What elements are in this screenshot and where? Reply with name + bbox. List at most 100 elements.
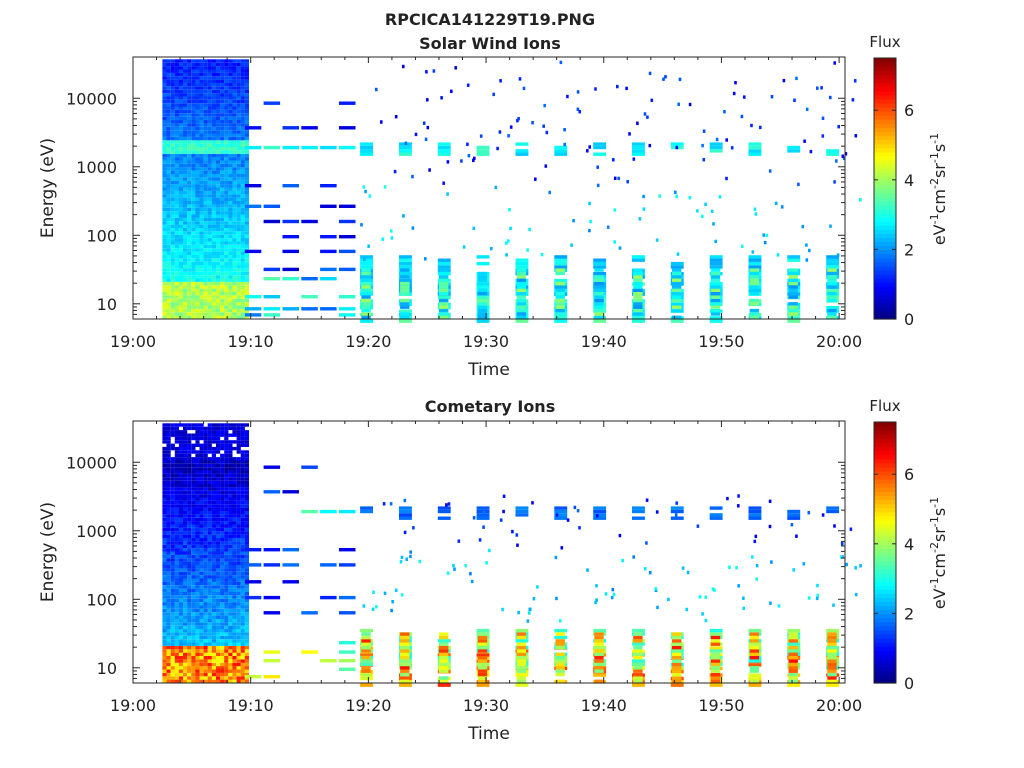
colorbar-segment bbox=[874, 564, 896, 570]
heat-cell bbox=[555, 652, 565, 656]
heat-cell bbox=[211, 278, 216, 282]
heat-cell bbox=[749, 285, 760, 289]
heat-cell bbox=[199, 575, 204, 579]
heat-cell bbox=[709, 646, 723, 650]
heat-cell bbox=[224, 153, 229, 158]
heat-cell bbox=[191, 511, 196, 515]
heat-cell bbox=[183, 430, 188, 434]
heat-cell bbox=[216, 433, 221, 437]
heat-cell bbox=[162, 147, 167, 151]
heat-cell bbox=[220, 116, 225, 121]
heat-cell bbox=[240, 116, 245, 121]
heat-cell bbox=[725, 176, 728, 181]
heat-cell bbox=[240, 217, 245, 222]
heat-cell bbox=[768, 499, 772, 503]
heat-cell bbox=[516, 676, 527, 680]
heat-cell bbox=[174, 679, 179, 683]
heat-cell bbox=[199, 106, 204, 110]
colorbar-segment bbox=[874, 164, 896, 169]
heat-cell bbox=[224, 605, 229, 609]
heat-cell bbox=[211, 116, 216, 121]
heat-cell bbox=[216, 150, 221, 154]
heat-cell bbox=[183, 244, 188, 249]
heat-cell bbox=[216, 241, 221, 245]
heat-cell bbox=[244, 140, 249, 144]
colorbar-segment bbox=[874, 458, 896, 464]
heat-cell bbox=[207, 271, 212, 276]
heat-cell bbox=[178, 288, 184, 292]
heat-cell bbox=[228, 457, 233, 461]
heat-cell bbox=[220, 170, 225, 174]
heat-cell bbox=[244, 642, 249, 646]
heat-cell bbox=[187, 571, 192, 576]
heat-cell bbox=[232, 120, 237, 124]
heat-cell bbox=[195, 426, 200, 431]
heat-cell bbox=[232, 534, 237, 538]
heat-cell bbox=[829, 224, 832, 228]
heat-cell bbox=[187, 473, 192, 478]
heat-cell bbox=[236, 548, 241, 552]
heat-cell bbox=[244, 69, 249, 73]
heat-cell bbox=[191, 96, 196, 100]
heat-cell bbox=[207, 96, 212, 100]
heat-cell bbox=[595, 598, 598, 602]
heat-cell bbox=[191, 147, 196, 151]
heat-cell bbox=[216, 214, 221, 218]
heat-cell bbox=[734, 81, 737, 85]
heat-cell bbox=[187, 109, 192, 114]
heat-cell bbox=[224, 443, 229, 447]
heat-cell bbox=[195, 521, 200, 525]
heat-cell bbox=[216, 187, 221, 191]
heat-cell bbox=[191, 76, 196, 80]
heat-cell bbox=[320, 277, 337, 281]
heat-cell bbox=[400, 635, 410, 640]
heat-cell bbox=[808, 248, 811, 253]
heat-cell bbox=[191, 470, 196, 474]
heat-cell bbox=[232, 194, 237, 198]
heat-cell bbox=[174, 605, 179, 609]
heat-cell bbox=[183, 305, 188, 309]
heat-cell bbox=[244, 618, 249, 623]
heat-cell bbox=[183, 194, 188, 198]
heat-cell bbox=[199, 231, 204, 235]
heat-cell bbox=[216, 585, 221, 589]
heat-cell bbox=[224, 241, 229, 245]
heat-cell bbox=[244, 669, 249, 673]
heat-cell bbox=[216, 602, 221, 606]
heat-cell bbox=[174, 612, 179, 616]
heat-cell bbox=[207, 446, 212, 451]
heat-cell bbox=[442, 181, 445, 185]
colorbar-segment bbox=[874, 629, 896, 635]
heat-cell bbox=[232, 234, 237, 239]
heat-cell bbox=[593, 645, 607, 650]
heat-cell bbox=[207, 450, 212, 454]
heat-cell bbox=[244, 109, 249, 114]
heat-cell bbox=[195, 632, 200, 636]
heat-cell bbox=[162, 605, 167, 609]
heat-cell bbox=[174, 271, 179, 276]
heat-cell bbox=[220, 174, 225, 178]
heat-cell bbox=[216, 473, 221, 478]
heat-cell bbox=[187, 534, 192, 538]
heat-cell bbox=[220, 541, 225, 545]
heat-cell bbox=[228, 66, 233, 70]
heat-cell bbox=[216, 69, 221, 73]
heat-cell bbox=[545, 130, 549, 135]
heat-cell bbox=[203, 116, 208, 121]
heat-cell bbox=[244, 130, 249, 134]
heat-cell bbox=[751, 250, 755, 254]
heat-cell bbox=[224, 467, 229, 471]
heat-cell bbox=[183, 295, 188, 299]
heat-cell bbox=[216, 423, 221, 427]
heat-cell bbox=[183, 184, 188, 188]
x-tick-label: 19:00 bbox=[110, 696, 156, 715]
heat-cell bbox=[220, 591, 225, 596]
heat-cell bbox=[183, 568, 188, 572]
heat-cell bbox=[174, 153, 179, 158]
heat-cell bbox=[199, 585, 204, 589]
heat-cell bbox=[199, 72, 204, 77]
heat-cell bbox=[203, 440, 208, 444]
heat-cell bbox=[439, 669, 449, 673]
heat-cell bbox=[195, 585, 200, 589]
heat-cell bbox=[236, 177, 241, 181]
